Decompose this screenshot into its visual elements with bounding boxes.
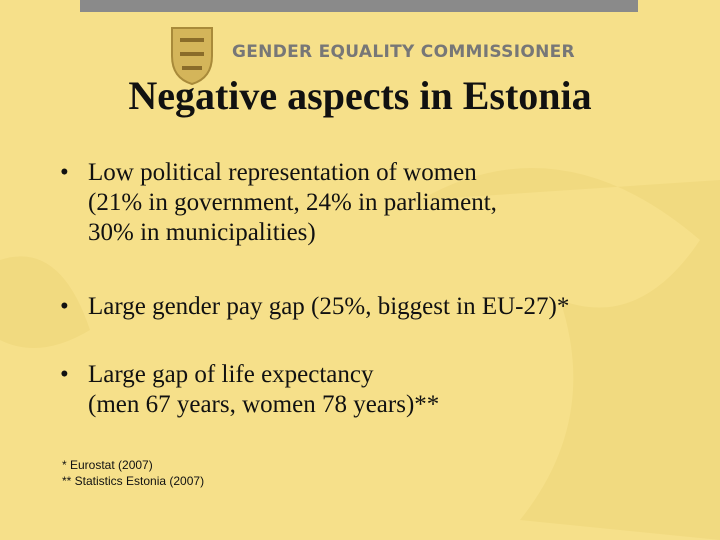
bullet-text: 30% in municipalities) [88, 219, 316, 246]
footnote: * Eurostat (2007) [62, 458, 153, 472]
footnote: ** Statistics Estonia (2007) [62, 474, 205, 488]
organization: GENDER EQUALITY COMMISSIONER [232, 42, 575, 62]
bullet-text: (21% in government, 24% in parliament, [88, 189, 497, 216]
bullet: • Low political representation of women … [60, 159, 497, 246]
title: Negative aspects in Estonia [128, 73, 592, 118]
bullet-text: (men 67 years, women 78 years)** [88, 391, 440, 418]
bullet-text: Low political representation of women [88, 159, 477, 186]
coat-of-arms [171, 27, 213, 86]
bullet: • Large gap of life expectancy (men 67 y… [60, 361, 440, 418]
bullet-text: Large gap of life expectancy [88, 361, 374, 388]
bullet: • Large gender pay gap (25%, biggest in … [60, 293, 570, 320]
bullet-text: Large gender pay gap (25%, biggest in EU… [88, 293, 570, 320]
top-bar [80, 0, 638, 12]
